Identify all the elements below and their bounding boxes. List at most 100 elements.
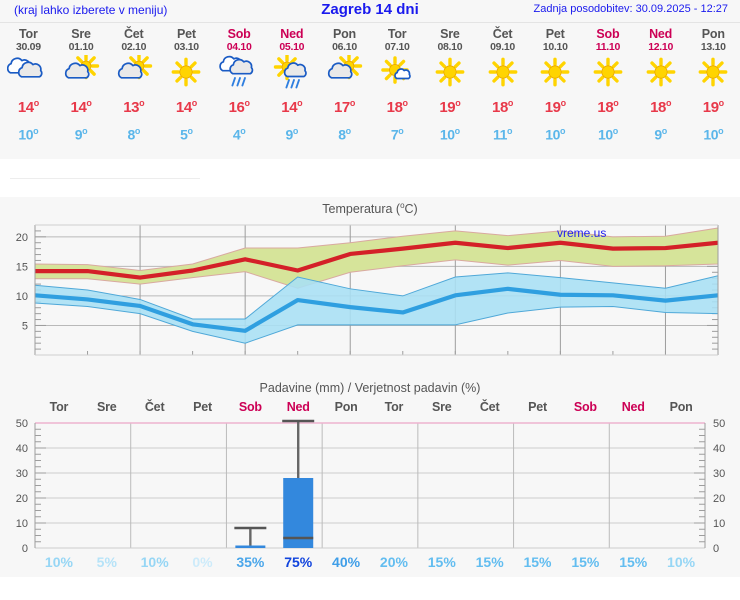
precip-probability-label: 20% (380, 554, 409, 570)
day-name: Čet (123, 27, 144, 41)
precip-day-label: Ned (287, 400, 310, 414)
sun-rain-icon (265, 53, 318, 91)
precip-day-label: Pet (528, 400, 548, 414)
day-header-9: Čet 09.10 (476, 23, 529, 53)
sunny-icon (160, 53, 213, 91)
svg-text:10: 10 (16, 291, 28, 303)
day-name: Sob (596, 27, 620, 41)
precip-day-label: Ned (622, 400, 645, 414)
day-tmax: 18o (597, 98, 619, 116)
day-tmax: 16o (228, 98, 250, 116)
svg-text:20: 20 (713, 493, 725, 505)
day-tmin: 8o (127, 126, 140, 143)
location-menu-note: (kraj lahko izberete v meniju) (14, 3, 168, 17)
day-date: 09.10 (490, 41, 515, 53)
temperature-title-tail: C) (404, 202, 418, 217)
precip-probability-label: 10% (45, 554, 74, 570)
day-date: 04.10 (226, 41, 252, 53)
cloudy-icon (2, 53, 55, 91)
day-date: 08.10 (437, 41, 463, 53)
precip-probability-label: 15% (523, 554, 552, 570)
day-date: 03.10 (174, 41, 199, 53)
svg-text:50: 50 (16, 418, 28, 430)
day-tmax: 14o (281, 98, 303, 116)
day-date: 11.10 (595, 41, 621, 53)
svg-text:20: 20 (16, 232, 28, 244)
partly-sunny-icon (55, 53, 108, 91)
day-tmax: 19o (702, 98, 724, 116)
precipitation-chart-title: Padavine (mm) / Verjetnost padavin (%) (259, 381, 481, 395)
day-tmin: 9o (654, 126, 667, 143)
sunny-icon (582, 53, 635, 91)
precipitation-chart-svg: Tor Sre Čet Pet Sob Ned Pon Tor Sre Čet Pet Sob Ned P… (0, 397, 740, 575)
precip-probability-label: 15% (476, 554, 505, 570)
sunny-icon (634, 53, 687, 91)
tmin-line (34, 286, 719, 333)
rain-icon (213, 53, 266, 91)
day-header-1: Sre 01.10 (55, 23, 108, 53)
day-tmin: 10o (439, 126, 460, 143)
svg-text:40: 40 (16, 443, 28, 455)
day-header-0: Tor 30.09 (2, 23, 55, 53)
day-tmax: 19o (439, 98, 461, 116)
sunny-icon (424, 53, 477, 91)
last-update-text: Zadnja posodobitev: 30.09.2025 - 12:27 (533, 3, 728, 15)
day-name: Čet (492, 27, 513, 41)
day-header-8: Sre 08.10 (424, 23, 477, 53)
day-date: 07.10 (384, 41, 410, 53)
day-header-7: Tor 07.10 (371, 23, 424, 53)
day-tmax: 19o (544, 98, 566, 116)
precip-day-label: Sre (97, 400, 117, 414)
precip-probability-label: 10% (667, 554, 696, 570)
svg-text:20: 20 (16, 493, 28, 505)
precip-probability-label: 15% (571, 554, 600, 570)
day-tmin: 7o (390, 126, 404, 143)
day-header-2: Čet 02.10 (107, 23, 160, 53)
day-date: 05.10 (279, 41, 305, 53)
precip-probability-label: 75% (284, 554, 313, 570)
day-tmax: 14o (17, 98, 39, 116)
day-tmin: 10o (545, 126, 566, 143)
page-title: Zagreb 14 dni (321, 1, 419, 18)
day-date: 30.09 (15, 41, 41, 53)
day-name: Ned (280, 27, 304, 41)
day-tmin: 9o (74, 126, 88, 143)
day-header-10: Pet 10.10 (529, 23, 582, 53)
page-header: (kraj lahko izberete v meniju) Zagreb 14… (0, 0, 740, 22)
day-tmax: 18o (650, 98, 672, 116)
day-date: 12.10 (648, 41, 673, 53)
day-tmin: 10o (703, 126, 724, 143)
day-tmax: 17o (333, 98, 355, 116)
watermark-text: vreme.us (557, 226, 606, 240)
temperature-chart-title: Temperatura (oC) (0, 197, 740, 217)
tmax-line (35, 240, 719, 280)
svg-text:0: 0 (22, 543, 28, 555)
day-name: Pet (545, 27, 565, 41)
temperature-chart-panel: Temperatura (oC) 5 10 15 20 vreme.us (0, 197, 740, 377)
partly-sunny-icon (107, 53, 160, 91)
precip-day-label: Pon (335, 400, 358, 414)
precip-probability-label: 15% (619, 554, 648, 570)
day-name: Ned (649, 27, 673, 41)
day-name: Pon (332, 27, 356, 41)
day-header-5: Ned 05.10 (265, 23, 318, 53)
precipitation-chart-panel: Padavine (mm) / Verjetnost padavin (%) T… (0, 377, 740, 577)
day-tmin: 10o (597, 126, 618, 143)
precip-day-label: Sob (574, 400, 598, 414)
sunny-icon (476, 53, 529, 91)
day-date: 02.10 (121, 41, 147, 53)
day-header-11: Sob 11.10 (582, 23, 635, 53)
precip-probability-label: 0% (192, 554, 213, 570)
day-tmin: 11o (492, 126, 513, 143)
precip-probability-label: 35% (236, 554, 265, 570)
day-name: Sob (227, 27, 251, 41)
day-name: Tor (387, 27, 407, 41)
precip-day-label: Tor (50, 400, 69, 414)
day-tmax: 13o (123, 98, 145, 116)
svg-text:10: 10 (16, 518, 28, 530)
precip-probability-label: 40% (332, 554, 361, 570)
day-date: 06.10 (332, 41, 357, 53)
day-date: 10.10 (542, 41, 568, 53)
sunny-icon (529, 53, 582, 91)
temperature-title-text: Temperatura ( (322, 202, 401, 217)
